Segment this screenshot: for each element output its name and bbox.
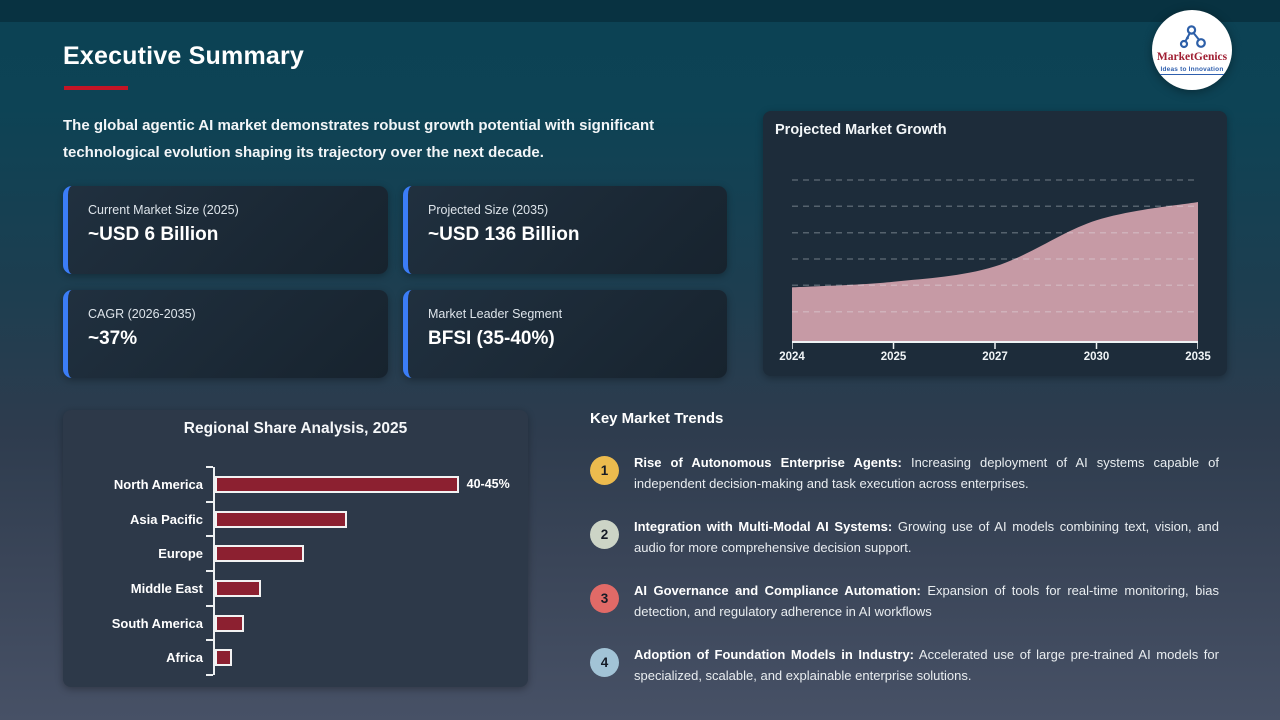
trend-number-badge: 2 xyxy=(590,520,619,550)
x-axis-label: 2030 xyxy=(1083,351,1110,363)
stat-card-current-size: Current Market Size (2025) ~USD 6 Billio… xyxy=(63,186,388,274)
growth-area-chart xyxy=(792,179,1198,349)
bar-row: Africa xyxy=(73,639,516,676)
x-axis-labels: 2024 2025 2027 2030 2035 xyxy=(779,351,1211,367)
trend-title: Adoption of Foundation Models in Industr… xyxy=(634,647,915,663)
bar xyxy=(215,545,304,563)
trend-text: Rise of Autonomous Enterprise Agents: In… xyxy=(634,453,1219,494)
bar-row-label: Asia Pacific xyxy=(130,511,203,527)
stat-card-value: BFSI (35-40%) xyxy=(428,328,555,349)
regional-bar-chart: North America 40-45% Asia Pacific Europe Mid… xyxy=(73,466,516,676)
stat-card-value: ~USD 6 Billion xyxy=(88,224,219,245)
bar xyxy=(215,614,244,632)
bar-track xyxy=(206,570,516,606)
molecule-icon xyxy=(1179,25,1206,49)
stat-card-value: ~37% xyxy=(88,328,138,349)
logo-name: MarketGenics xyxy=(1156,51,1228,64)
stat-card-cagr: CAGR (2026-2035) ~37% xyxy=(63,290,388,378)
bar xyxy=(215,475,459,493)
bar-track: 40-45% xyxy=(206,466,516,502)
x-axis-label: 2025 xyxy=(880,351,907,363)
bar-row-label: South America xyxy=(111,615,203,631)
bar-row: Europe xyxy=(73,535,516,572)
intro-text: The global agentic AI market demonstrate… xyxy=(63,117,655,162)
x-axis-label: 2027 xyxy=(982,351,1008,363)
trend-item: 4 Adoption of Foundation Models in Indus… xyxy=(590,645,1224,686)
page-title: Executive Summary xyxy=(63,42,305,70)
bar xyxy=(215,510,347,528)
bar-row: North America 40-45% xyxy=(73,466,516,502)
bar xyxy=(215,579,261,597)
stat-card-grid: Current Market Size (2025) ~USD 6 Billio… xyxy=(63,186,727,378)
bar-annotation: 40-45% xyxy=(466,477,510,492)
trend-title: AI Governance and Compliance Automation: xyxy=(634,583,921,599)
gridlines xyxy=(792,179,1198,313)
trend-item: 3 AI Governance and Compliance Automatio… xyxy=(590,581,1224,622)
bar-row: Middle East xyxy=(73,570,516,606)
bar-track xyxy=(206,535,516,572)
growth-chart-title: Projected Market Growth xyxy=(775,122,947,138)
trend-title: Rise of Autonomous Enterprise Agents: xyxy=(634,455,902,470)
trend-body: Increasing deployment of AI systems capa… xyxy=(634,455,1219,491)
marketgenics-logo: MarketGenics Ideas to Innovation xyxy=(1152,10,1232,90)
stat-card-label: Current Market Size (2025) xyxy=(88,203,239,217)
bar-track xyxy=(206,639,516,676)
stat-card-label: CAGR (2026-2035) xyxy=(88,307,196,321)
stat-card-label: Market Leader Segment xyxy=(428,307,563,321)
bar-row-label: Middle East xyxy=(130,580,203,596)
stat-card-label: Projected Size (2035) xyxy=(428,203,549,217)
stat-card-leader-segment: Market Leader Segment BFSI (35-40%) xyxy=(403,290,727,378)
bar-row: South America xyxy=(73,604,516,641)
trend-body: Expansion of tools for real-time monitor… xyxy=(634,583,1219,619)
trend-title: Integration with Multi-Modal AI Systems: xyxy=(634,519,893,535)
trends-list: 1 Rise of Autonomous Enterprise Agents: … xyxy=(590,453,1224,686)
growth-panel: Projected Market Growth 2024 2025 2027 2030… xyxy=(763,111,1227,376)
trend-text: AI Governance and Compliance Automation:… xyxy=(634,581,1219,622)
bar-row-label: Africa xyxy=(166,650,203,666)
title-underline xyxy=(64,86,128,90)
trend-text: Adoption of Foundation Models in Industr… xyxy=(634,645,1219,686)
stat-card-value: ~USD 136 Billion xyxy=(428,224,580,245)
trend-number-badge: 1 xyxy=(590,456,619,485)
x-axis-ticks xyxy=(792,342,1198,349)
trend-body: Growing use of AI models combining text,… xyxy=(634,519,1219,555)
area-series xyxy=(792,202,1198,342)
trend-body: Accelerated use of large pre-trained AI … xyxy=(634,647,1219,683)
trend-number-badge: 3 xyxy=(590,584,619,614)
x-axis-label: 2024 xyxy=(779,351,805,363)
bar-row-label: Europe xyxy=(158,546,203,562)
logo-tagline: Ideas to Innovation xyxy=(1160,65,1224,75)
regional-chart-title: Regional Share Analysis, 2025 xyxy=(183,420,408,437)
trend-number-badge: 4 xyxy=(590,648,619,678)
bar xyxy=(215,649,233,667)
trends-heading: Key Market Trends xyxy=(590,410,724,427)
bar-track xyxy=(206,500,516,537)
trend-item: 2 Integration with Multi-Modal AI System… xyxy=(590,517,1224,558)
regional-panel: Regional Share Analysis, 2025 North Amer… xyxy=(63,410,528,687)
trend-item: 1 Rise of Autonomous Enterprise Agents: … xyxy=(590,453,1224,494)
trends-section: Key Market Trends 1 Rise of Autonomous E… xyxy=(590,410,1224,686)
stat-card-projected-size: Projected Size (2035) ~USD 136 Billion xyxy=(403,186,727,274)
x-axis-label: 2035 xyxy=(1185,351,1211,363)
bar-track xyxy=(206,604,516,641)
bar-row: Asia Pacific xyxy=(73,500,516,537)
bar-row-label: North America xyxy=(113,476,203,492)
trend-text: Integration with Multi-Modal AI Systems:… xyxy=(634,517,1219,558)
top-shade-band xyxy=(0,0,1280,22)
